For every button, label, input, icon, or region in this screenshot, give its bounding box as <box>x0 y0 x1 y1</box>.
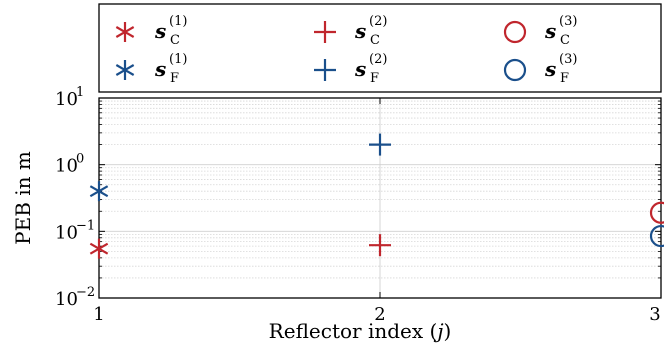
legend-subscript: C <box>170 33 180 48</box>
x-axis-label-paren-close: ) <box>444 319 452 343</box>
marks-layer <box>89 133 664 259</box>
legend-marker <box>115 60 135 80</box>
legend-label: s <box>154 19 166 43</box>
legend-superscript: (3) <box>559 52 577 67</box>
y-tick-label: 10 <box>55 156 78 177</box>
y-tick-label: 10 <box>55 222 78 243</box>
data-point-circle <box>649 201 664 224</box>
data-point-asterisk <box>89 181 109 202</box>
legend-label: s <box>544 57 556 81</box>
data-point-plus <box>369 234 391 257</box>
legend-subscript: C <box>560 33 570 48</box>
legend-superscript: (3) <box>559 14 577 29</box>
x-tick-label: 2 <box>374 304 385 325</box>
legend-marker <box>503 58 527 82</box>
legend-label: s <box>544 19 556 43</box>
legend-subscript: F <box>170 71 179 86</box>
legend-superscript: (1) <box>169 52 187 67</box>
x-axis-label-paren-open: ( <box>423 319 437 343</box>
x-axis-label-symbol: j <box>433 319 443 343</box>
y-tick-exponent: 1 <box>76 85 84 100</box>
legend-marker <box>314 21 336 43</box>
legend-subscript: F <box>370 71 379 86</box>
legend-marker <box>503 20 527 44</box>
y-tick-exponent: −1 <box>76 218 95 233</box>
y-tick-exponent: 0 <box>76 152 84 167</box>
legend-subscript: C <box>370 33 380 48</box>
y-axis-label: PEB in m <box>11 151 35 245</box>
grid-layer <box>98 98 662 298</box>
legend-marker <box>115 22 135 42</box>
y-tick-label: 10 <box>55 289 78 310</box>
data-point-plus <box>369 133 391 156</box>
legend: s (1)Cs (1)Fs (2)Cs (2)Fs (3)Cs (3)F <box>115 14 577 86</box>
legend-label: s <box>154 57 166 81</box>
legend-label: s <box>354 19 366 43</box>
legend-superscript: (2) <box>369 52 387 67</box>
legend-superscript: (2) <box>369 14 387 29</box>
data-point-asterisk <box>89 238 109 259</box>
data-point-circle <box>649 224 664 248</box>
legend-box <box>98 3 662 93</box>
legend-label: s <box>354 57 366 81</box>
y-tick-exponent: −2 <box>76 285 95 300</box>
y-tick-label: 10 <box>55 89 78 110</box>
legend-superscript: (1) <box>169 14 187 29</box>
legend-marker <box>314 59 336 81</box>
legend-subscript: F <box>560 71 569 86</box>
x-tick-label: 1 <box>93 304 104 325</box>
x-axis-label: Reflector index (j) <box>269 319 452 343</box>
x-axis-label-text: Reflector index <box>269 319 424 343</box>
x-tick-label: 3 <box>649 304 660 325</box>
